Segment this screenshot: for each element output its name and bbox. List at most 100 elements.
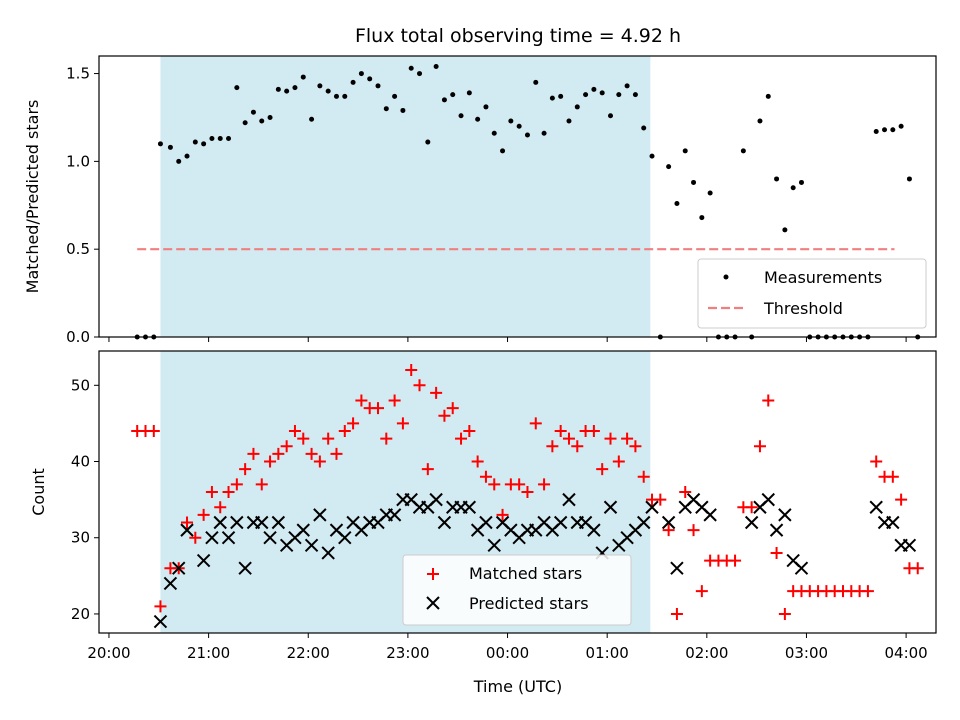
measurement-point bbox=[524, 132, 530, 138]
x-tick-label: 00:00 bbox=[486, 644, 529, 662]
predicted-star-point bbox=[238, 561, 252, 575]
predicted-star-point bbox=[255, 515, 269, 530]
matched-star-point bbox=[297, 432, 310, 445]
matched-star-point bbox=[695, 585, 708, 598]
matched-star-point bbox=[895, 493, 908, 506]
matched-star-point bbox=[571, 440, 584, 453]
x-tick-label: 21:00 bbox=[187, 644, 230, 662]
matched-star-point bbox=[554, 425, 567, 438]
matched-star-point bbox=[770, 546, 783, 559]
matched-star-point bbox=[911, 562, 924, 575]
measurement-point bbox=[400, 107, 406, 113]
measurement-point bbox=[458, 113, 464, 119]
matched-star-point bbox=[214, 501, 227, 514]
measurement-point bbox=[599, 90, 605, 96]
measurement-point bbox=[508, 118, 514, 124]
y-tick-label: 20 bbox=[71, 605, 90, 623]
measurement-point bbox=[358, 71, 364, 77]
measurement-point bbox=[500, 148, 506, 154]
matched-star-point bbox=[479, 470, 492, 483]
legend: Matched stars Predicted stars bbox=[402, 554, 632, 626]
predicted-star-point bbox=[271, 515, 286, 530]
measurement-point bbox=[898, 123, 904, 129]
y-tick-label: 50 bbox=[71, 376, 90, 394]
legend: Measurements Threshold bbox=[697, 258, 927, 329]
measurement-point bbox=[906, 176, 912, 182]
predicted-star-point bbox=[902, 538, 917, 553]
y-tick-label: 0.5 bbox=[66, 240, 90, 258]
predicted-star-point bbox=[180, 523, 194, 537]
chart-title: Flux total observing time = 4.92 h bbox=[355, 25, 681, 47]
measurement-point bbox=[450, 92, 456, 98]
predicted-star-point bbox=[429, 492, 443, 507]
predicted-star-point bbox=[744, 515, 759, 530]
matched-star-point bbox=[729, 554, 742, 567]
measurement-point bbox=[167, 144, 173, 150]
measurement-point bbox=[649, 153, 655, 159]
measurement-point bbox=[483, 104, 489, 110]
predicted-star-point bbox=[437, 515, 452, 530]
y-tick-label: 1.5 bbox=[66, 65, 90, 83]
measurement-point bbox=[192, 139, 198, 145]
matched-star-point bbox=[778, 607, 791, 620]
matched-star-point bbox=[355, 394, 368, 407]
predicted-star-point bbox=[670, 561, 684, 575]
measurement-point bbox=[566, 118, 572, 124]
measurement-point bbox=[740, 148, 746, 154]
matched-star-point bbox=[438, 409, 451, 422]
matched-star-point bbox=[654, 493, 667, 506]
measurement-point bbox=[267, 114, 273, 120]
x-axis-label: Time (UTC) bbox=[473, 677, 562, 696]
legend-label: Matched stars bbox=[469, 564, 582, 583]
predicted-star-point bbox=[637, 515, 651, 530]
y-tick-label: 40 bbox=[71, 453, 90, 471]
matched-star-point bbox=[181, 516, 194, 529]
measurement-point bbox=[176, 158, 182, 164]
axes-frame bbox=[98, 55, 937, 338]
measurement-point bbox=[782, 227, 788, 233]
matched-star-point bbox=[587, 425, 600, 438]
matched-star-point bbox=[272, 447, 285, 460]
predicted-star-point bbox=[196, 553, 211, 568]
predicted-star-point bbox=[230, 515, 244, 530]
measurement-point bbox=[549, 95, 555, 101]
x-tick-label: 02:00 bbox=[685, 644, 728, 662]
measurement-point bbox=[157, 141, 163, 147]
matched-star-point bbox=[596, 463, 609, 476]
predicted-star-point bbox=[587, 523, 601, 537]
matched-star-point bbox=[529, 417, 542, 430]
measurement-point bbox=[250, 109, 256, 115]
matched-star-point bbox=[471, 455, 484, 468]
matched-star-point bbox=[154, 600, 167, 613]
x-tick-label: 22:00 bbox=[287, 644, 330, 662]
predicted-star-point bbox=[153, 614, 168, 629]
matched-star-point bbox=[380, 432, 393, 445]
measurement-point bbox=[383, 106, 389, 112]
matched-star-point bbox=[230, 478, 243, 491]
predicted-star-point bbox=[562, 492, 576, 507]
matched-star-point bbox=[239, 463, 252, 476]
measurement-point bbox=[558, 93, 564, 99]
measurement-point bbox=[790, 185, 796, 191]
measurement-point bbox=[774, 176, 780, 182]
x-tick-label: 23:00 bbox=[386, 644, 429, 662]
legend-marker-matched bbox=[427, 568, 439, 580]
matched-star-point bbox=[330, 447, 343, 460]
axes-frame bbox=[98, 350, 937, 634]
measurement-point bbox=[300, 74, 306, 80]
predicted-star-point bbox=[163, 576, 178, 591]
measurement-point bbox=[516, 123, 522, 129]
measurement-point bbox=[375, 83, 381, 89]
measurement-point bbox=[275, 86, 281, 92]
measurement-point bbox=[425, 139, 431, 145]
measurement-point bbox=[325, 88, 331, 94]
matched-star-point bbox=[255, 478, 268, 491]
measurement-point bbox=[217, 136, 223, 142]
matched-star-point bbox=[388, 394, 401, 407]
x-tick-label: 01:00 bbox=[586, 644, 629, 662]
measurement-point bbox=[798, 179, 804, 185]
predicted-star-point bbox=[304, 538, 319, 553]
measurement-point bbox=[367, 76, 373, 82]
matched-star-point bbox=[430, 386, 443, 399]
measurement-point bbox=[309, 116, 315, 122]
